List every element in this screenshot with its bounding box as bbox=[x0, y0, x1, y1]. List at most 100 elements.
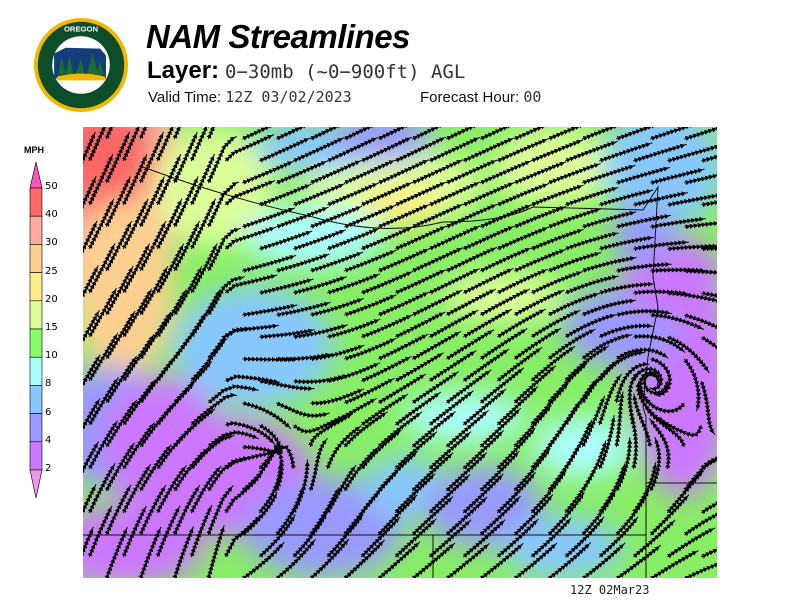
streamline bbox=[616, 262, 672, 274]
streamline bbox=[83, 265, 99, 315]
streamline bbox=[138, 526, 162, 578]
legend-arrow-bottom bbox=[29, 469, 43, 499]
legend-unit: MPH bbox=[24, 145, 44, 155]
streamline bbox=[259, 378, 315, 392]
layer-value: 0−30mb (~0−900ft) AGL bbox=[225, 61, 466, 83]
legend-swatch bbox=[29, 187, 43, 217]
legend-color-bar bbox=[29, 161, 43, 499]
streamline bbox=[206, 485, 234, 536]
streamline bbox=[480, 127, 530, 141]
streamline bbox=[684, 268, 717, 277]
streamline bbox=[172, 526, 194, 578]
streamline bbox=[650, 550, 699, 578]
streamline bbox=[582, 256, 637, 273]
forecast-hour-value: 00 bbox=[523, 88, 542, 106]
streamline bbox=[83, 131, 96, 183]
legend-tick-label: 2 bbox=[45, 463, 52, 474]
streamline bbox=[378, 127, 428, 141]
streamline bbox=[616, 308, 672, 318]
streamline bbox=[548, 127, 599, 141]
streamline bbox=[684, 218, 717, 230]
forecast-hour-label: Forecast Hour: bbox=[420, 89, 520, 106]
streamline bbox=[701, 290, 717, 305]
legend-tick-label: 10 bbox=[45, 350, 58, 362]
streamline bbox=[701, 244, 717, 252]
streamline-map bbox=[83, 127, 717, 578]
legend-swatch bbox=[29, 413, 43, 443]
layer-info: Layer: 0−30mb (~0−900ft) AGL bbox=[147, 57, 465, 85]
wind-speed-region bbox=[613, 207, 673, 267]
streamline bbox=[344, 127, 394, 141]
streamline bbox=[83, 354, 101, 403]
legend-tick-label: 20 bbox=[45, 293, 58, 305]
streamline bbox=[189, 504, 213, 558]
streamline bbox=[684, 557, 717, 578]
legend-arrow-top bbox=[29, 161, 43, 189]
streamline bbox=[650, 127, 702, 141]
streamline bbox=[325, 425, 362, 470]
streamline bbox=[83, 398, 101, 447]
legend-swatch bbox=[29, 356, 43, 386]
streamline bbox=[701, 335, 717, 368]
streamline bbox=[630, 413, 639, 470]
streamline bbox=[648, 418, 672, 470]
streamline bbox=[446, 127, 496, 141]
streamline bbox=[582, 298, 637, 317]
streamline bbox=[699, 380, 716, 436]
streamline bbox=[531, 271, 584, 295]
page-title: NAM Streamlines bbox=[146, 18, 410, 55]
wind-speed-region bbox=[363, 187, 443, 227]
streamline bbox=[514, 127, 565, 141]
streamline bbox=[104, 526, 128, 578]
streamline bbox=[701, 145, 717, 164]
legend-swatch bbox=[29, 441, 43, 471]
legend-tick-label: 8 bbox=[45, 378, 52, 390]
streamline bbox=[275, 538, 316, 578]
streamline bbox=[412, 127, 462, 141]
wind-speed-region bbox=[533, 417, 633, 477]
wind-speed-legend: MPH 50 40 30 25 20 15 10 8 6 4 2 bbox=[0, 140, 80, 510]
legend-tick-label: 15 bbox=[45, 322, 58, 333]
streamline bbox=[548, 251, 602, 273]
streamline bbox=[616, 127, 668, 141]
wind-speed-region bbox=[503, 517, 623, 577]
layer-label: Layer: bbox=[147, 57, 220, 84]
legend-swatch bbox=[29, 385, 43, 414]
streamline bbox=[684, 169, 717, 186]
streamline bbox=[701, 536, 717, 559]
oregon-department-of-forestry-logo: OREGON bbox=[33, 17, 129, 113]
streamline bbox=[614, 391, 625, 448]
streamline bbox=[308, 437, 328, 492]
streamline bbox=[276, 127, 326, 141]
streamline bbox=[684, 312, 717, 336]
streamline bbox=[565, 274, 619, 295]
wind-speed-region bbox=[243, 207, 383, 267]
streamline bbox=[309, 538, 350, 578]
streamline bbox=[701, 194, 717, 208]
streamline bbox=[616, 544, 662, 578]
streamline bbox=[599, 323, 654, 339]
legend-tick-label: 50 bbox=[45, 181, 58, 192]
streamline bbox=[83, 484, 97, 535]
legend-tick-label: 25 bbox=[45, 265, 58, 277]
streamline bbox=[206, 525, 225, 578]
streamline bbox=[582, 127, 634, 141]
legend-tick-label: 6 bbox=[45, 406, 52, 418]
valid-time-value: 12Z 03/02/2023 bbox=[225, 88, 352, 106]
legend-swatch bbox=[29, 328, 43, 358]
streamline bbox=[684, 127, 717, 141]
streamline bbox=[633, 240, 689, 252]
streamline bbox=[683, 358, 702, 412]
streamline bbox=[83, 441, 99, 491]
legend-tick-label: 30 bbox=[45, 237, 58, 249]
legend-swatch bbox=[29, 272, 43, 302]
legend-swatch bbox=[29, 300, 43, 330]
streamline bbox=[310, 127, 360, 141]
legend-swatch bbox=[29, 215, 43, 245]
streamline bbox=[83, 220, 98, 271]
wind-speed-region bbox=[403, 392, 523, 442]
streamline bbox=[83, 526, 94, 578]
forecast-hour: Forecast Hour: 00 bbox=[420, 88, 541, 106]
model-run-stamp: 12Z 02Mar23 bbox=[570, 583, 650, 597]
legend-tick-label: 40 bbox=[45, 209, 58, 221]
